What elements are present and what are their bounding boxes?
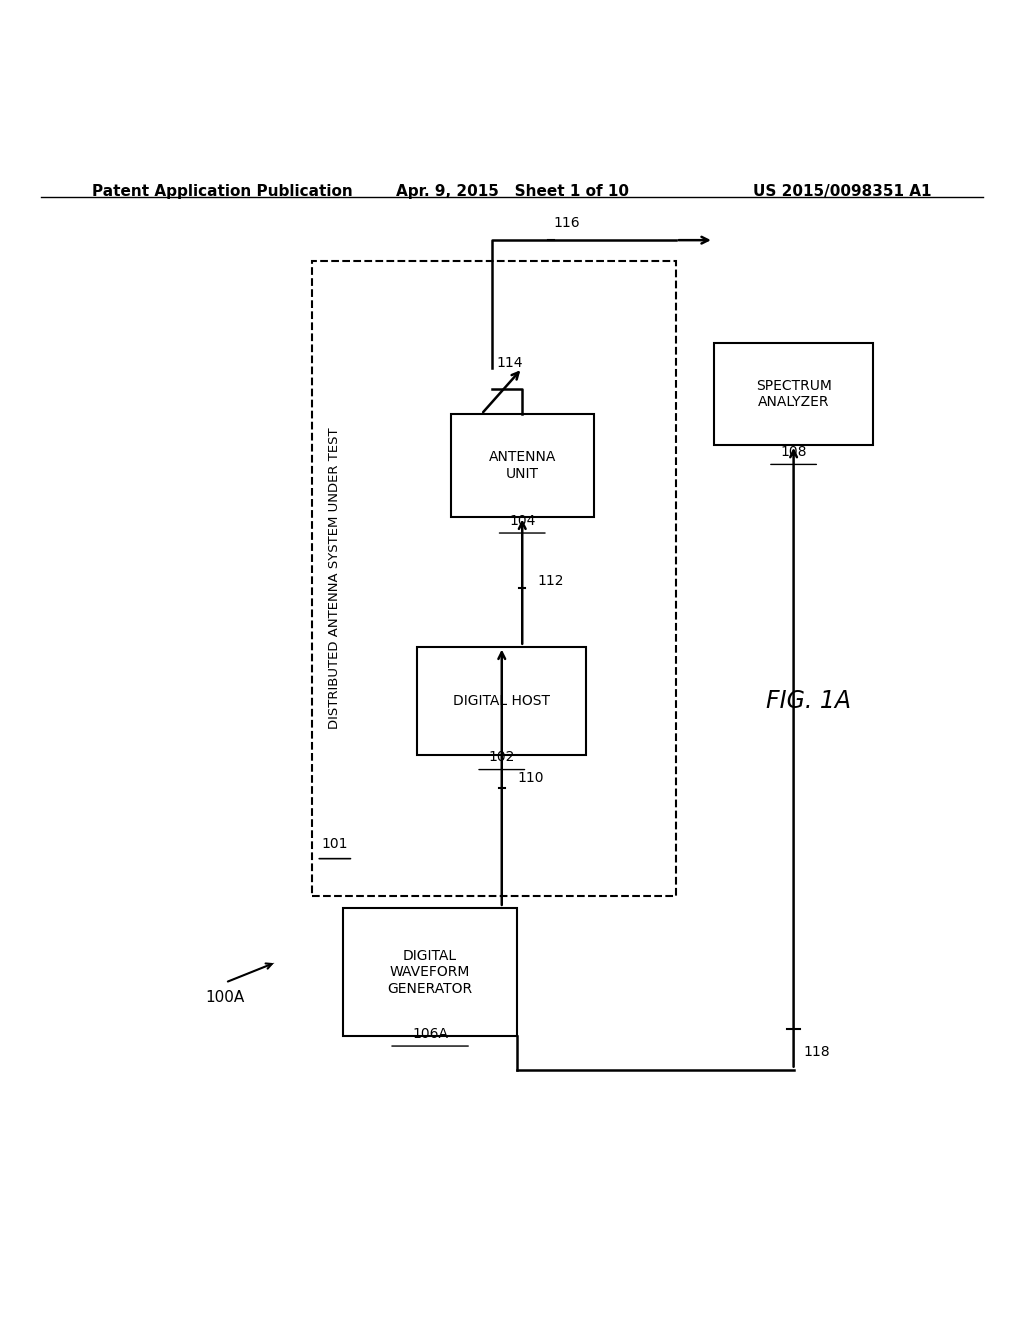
Text: 110: 110 (517, 771, 544, 785)
Text: 114: 114 (497, 356, 523, 370)
Text: SPECTRUM
ANALYZER: SPECTRUM ANALYZER (756, 379, 831, 409)
FancyBboxPatch shape (418, 647, 586, 755)
FancyBboxPatch shape (343, 908, 517, 1036)
Text: 112: 112 (538, 574, 564, 589)
Text: 100A: 100A (206, 990, 245, 1006)
Text: 116: 116 (553, 216, 580, 230)
Text: 106A: 106A (412, 1027, 449, 1040)
Text: 118: 118 (804, 1045, 830, 1060)
Text: 101: 101 (322, 837, 348, 851)
Text: DISTRIBUTED ANTENNA SYSTEM UNDER TEST: DISTRIBUTED ANTENNA SYSTEM UNDER TEST (329, 428, 341, 729)
Text: ANTENNA
UNIT: ANTENNA UNIT (488, 450, 556, 480)
FancyBboxPatch shape (715, 343, 872, 445)
Text: Apr. 9, 2015   Sheet 1 of 10: Apr. 9, 2015 Sheet 1 of 10 (395, 183, 629, 199)
Text: US 2015/0098351 A1: US 2015/0098351 A1 (754, 183, 932, 199)
FancyBboxPatch shape (451, 414, 594, 516)
Text: FIG. 1A: FIG. 1A (766, 689, 852, 713)
Text: 102: 102 (488, 750, 515, 764)
Text: DIGITAL
WAVEFORM
GENERATOR: DIGITAL WAVEFORM GENERATOR (387, 949, 473, 995)
Text: DIGITAL HOST: DIGITAL HOST (454, 694, 550, 708)
Text: 108: 108 (780, 445, 807, 459)
Text: Patent Application Publication: Patent Application Publication (92, 183, 353, 199)
Text: 104: 104 (509, 513, 536, 528)
